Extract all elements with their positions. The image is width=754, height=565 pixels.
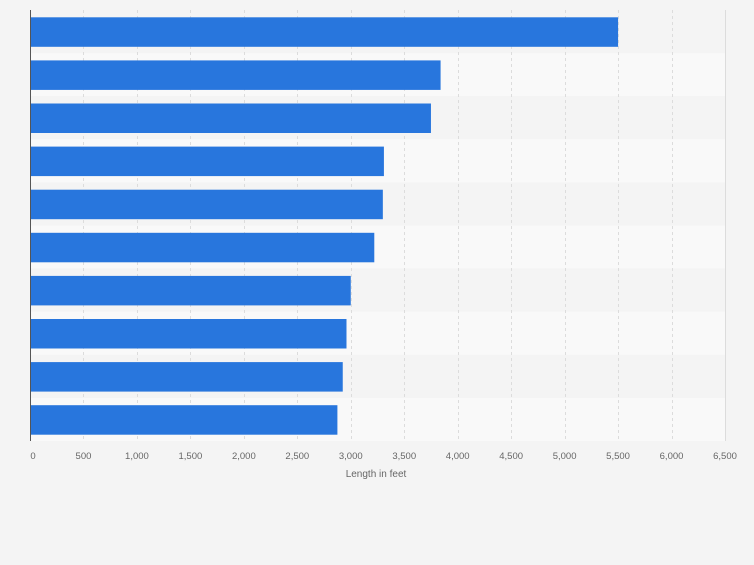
grid-lines xyxy=(83,10,726,441)
x-tick-label: 3,000 xyxy=(339,451,363,462)
bar xyxy=(30,319,347,349)
bar xyxy=(30,60,441,90)
x-tick-label: 3,500 xyxy=(392,451,416,462)
x-axis-label: Length in feet xyxy=(346,469,407,480)
x-tick-label: 500 xyxy=(76,451,92,462)
bars xyxy=(30,17,619,435)
x-tick-label: 0 xyxy=(30,451,35,462)
x-tick-label: 1,000 xyxy=(125,451,149,462)
x-tick-label: 6,000 xyxy=(660,451,684,462)
x-tick-label: 5,000 xyxy=(553,451,577,462)
bar xyxy=(30,275,351,306)
x-tick-label: 1,500 xyxy=(178,451,202,462)
bar xyxy=(30,405,338,435)
x-tick-label: 4,500 xyxy=(499,451,523,462)
bar xyxy=(30,232,375,263)
bar xyxy=(30,362,343,392)
bar xyxy=(30,103,431,133)
bar xyxy=(30,189,383,220)
x-tick-label: 2,500 xyxy=(285,451,309,462)
x-tick-label: 4,000 xyxy=(446,451,470,462)
x-tick-label: 5,500 xyxy=(606,451,630,462)
bar xyxy=(30,146,384,177)
bar xyxy=(30,17,619,47)
x-tick-label: 2,000 xyxy=(232,451,256,462)
x-tick-label: 6,500 xyxy=(713,451,737,462)
x-tick-labels: 0 500 1,000 1,500 2,000 2,500 3,000 3,500 4,000 4… xyxy=(30,451,737,462)
